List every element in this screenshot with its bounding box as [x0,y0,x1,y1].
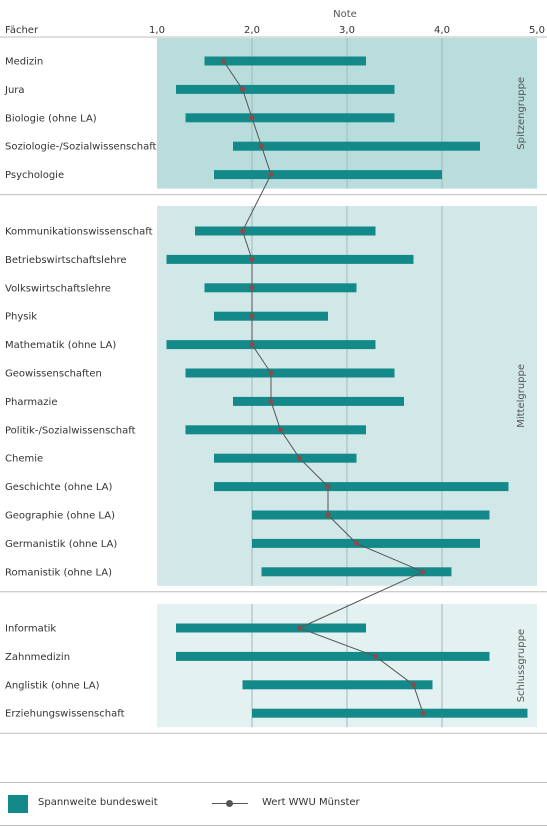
range-bar [242,680,433,690]
row-label: Medizin [5,57,43,68]
group-label: Schlussgruppe [516,629,527,702]
wwu-point [268,398,274,404]
legend-range-label: Spannweite bundesweit [38,797,158,808]
wwu-point [277,427,284,433]
range-chart: Note Fächer 1,0 2,0 3,0 4,0 5,0 Medizin Jura B… [0,9,547,734]
wwu-point [353,540,360,547]
wwu-point [239,228,246,234]
wwu-point [258,143,265,149]
wwu-point [249,256,255,262]
group-label: Spitzengruppe [516,77,527,150]
range-bar [252,708,528,718]
row-label: Jura [4,85,25,96]
range-bar [214,170,442,180]
range-bar [166,340,376,350]
wwu-point [325,512,331,518]
x-tick-label: 4,0 [434,25,450,36]
row-label: Soziologie-/Sozialwissenschaft [5,142,157,153]
wwu-point [268,370,274,376]
row-label: Psychologie [5,170,64,181]
row-label: Biologie (ohne LA) [5,113,97,124]
legend: Spannweite bundesweit Wert WWU Münster [0,782,547,826]
range-bar [233,141,480,151]
range-bar [214,453,357,463]
range-bar [176,651,490,661]
range-bar [185,113,395,123]
wwu-points [220,58,426,716]
x-axis-ticks: 1,0 2,0 3,0 4,0 5,0 [149,25,545,36]
wwu-point [325,484,331,490]
wwu-point [372,653,379,660]
row-label: Mathematik (ohne LA) [5,340,116,351]
range-bars [166,56,528,718]
wwu-point [268,172,274,178]
row-label: Volkswirtschaftslehre [5,283,111,294]
wwu-point [249,313,255,319]
x-tick-label: 1,0 [149,25,165,36]
wwu-point [296,625,303,631]
wwu-point [296,455,303,461]
x-tick-label: 2,0 [244,25,260,36]
row-label: Betriebswirtschaftslehre [5,255,126,266]
range-bar [176,84,395,94]
wwu-point [410,682,417,688]
wwu-line [223,60,425,714]
legend-line-label: Wert WWU Münster [262,797,360,808]
row-label: Physik [5,312,37,323]
row-labels: Medizin Jura Biologie (ohne LA) Soziologie-… [4,57,157,720]
range-bar [185,368,395,378]
wwu-point [239,86,246,92]
row-label: Zahnmedizin [5,652,70,663]
range-bar [204,283,357,293]
range-bar [195,226,376,236]
row-label: Informatik [5,624,56,635]
column-header: Fächer [5,25,39,36]
range-bar [252,510,490,520]
legend-range-swatch [8,795,28,813]
row-label: Pharmazie [5,397,57,408]
row-label: Chemie [5,454,43,465]
x-tick-label: 3,0 [339,25,355,36]
range-bar [176,623,366,633]
row-label: Geschichte (ohne LA) [5,482,112,493]
row-label: Kommunikationswissenschaft [5,227,153,238]
range-bar [214,482,509,492]
wwu-point [220,58,227,64]
row-label: Geographie (ohne LA) [5,511,115,522]
range-bar [185,425,366,435]
range-bar [214,311,328,321]
row-label: Anglistik (ohne LA) [5,680,100,691]
row-label: Romanistik (ohne LA) [5,567,112,578]
legend-point-icon [226,800,233,807]
row-label: Germanistik (ohne LA) [5,539,117,550]
group-labels: Spitzengruppe Mittelgruppe Schlussgruppe [516,77,527,702]
axis-title: Note [333,9,357,20]
x-tick-label: 5,0 [529,25,545,36]
wwu-point [249,115,255,121]
range-bar [233,396,404,406]
row-label: Geowissenschaften [5,369,102,380]
row-label: Erziehungswissenschaft [5,709,125,720]
range-bar [166,254,414,264]
row-label: Politik-/Sozialwissenschaft [5,425,136,436]
range-bar [261,567,452,577]
wwu-line-path [223,60,425,714]
range-bar [204,56,366,66]
wwu-point [420,710,426,716]
range-bar [252,538,480,548]
wwu-point [249,285,255,291]
group-label: Mittelgruppe [516,364,527,428]
wwu-point [420,569,426,575]
wwu-point [249,342,255,348]
